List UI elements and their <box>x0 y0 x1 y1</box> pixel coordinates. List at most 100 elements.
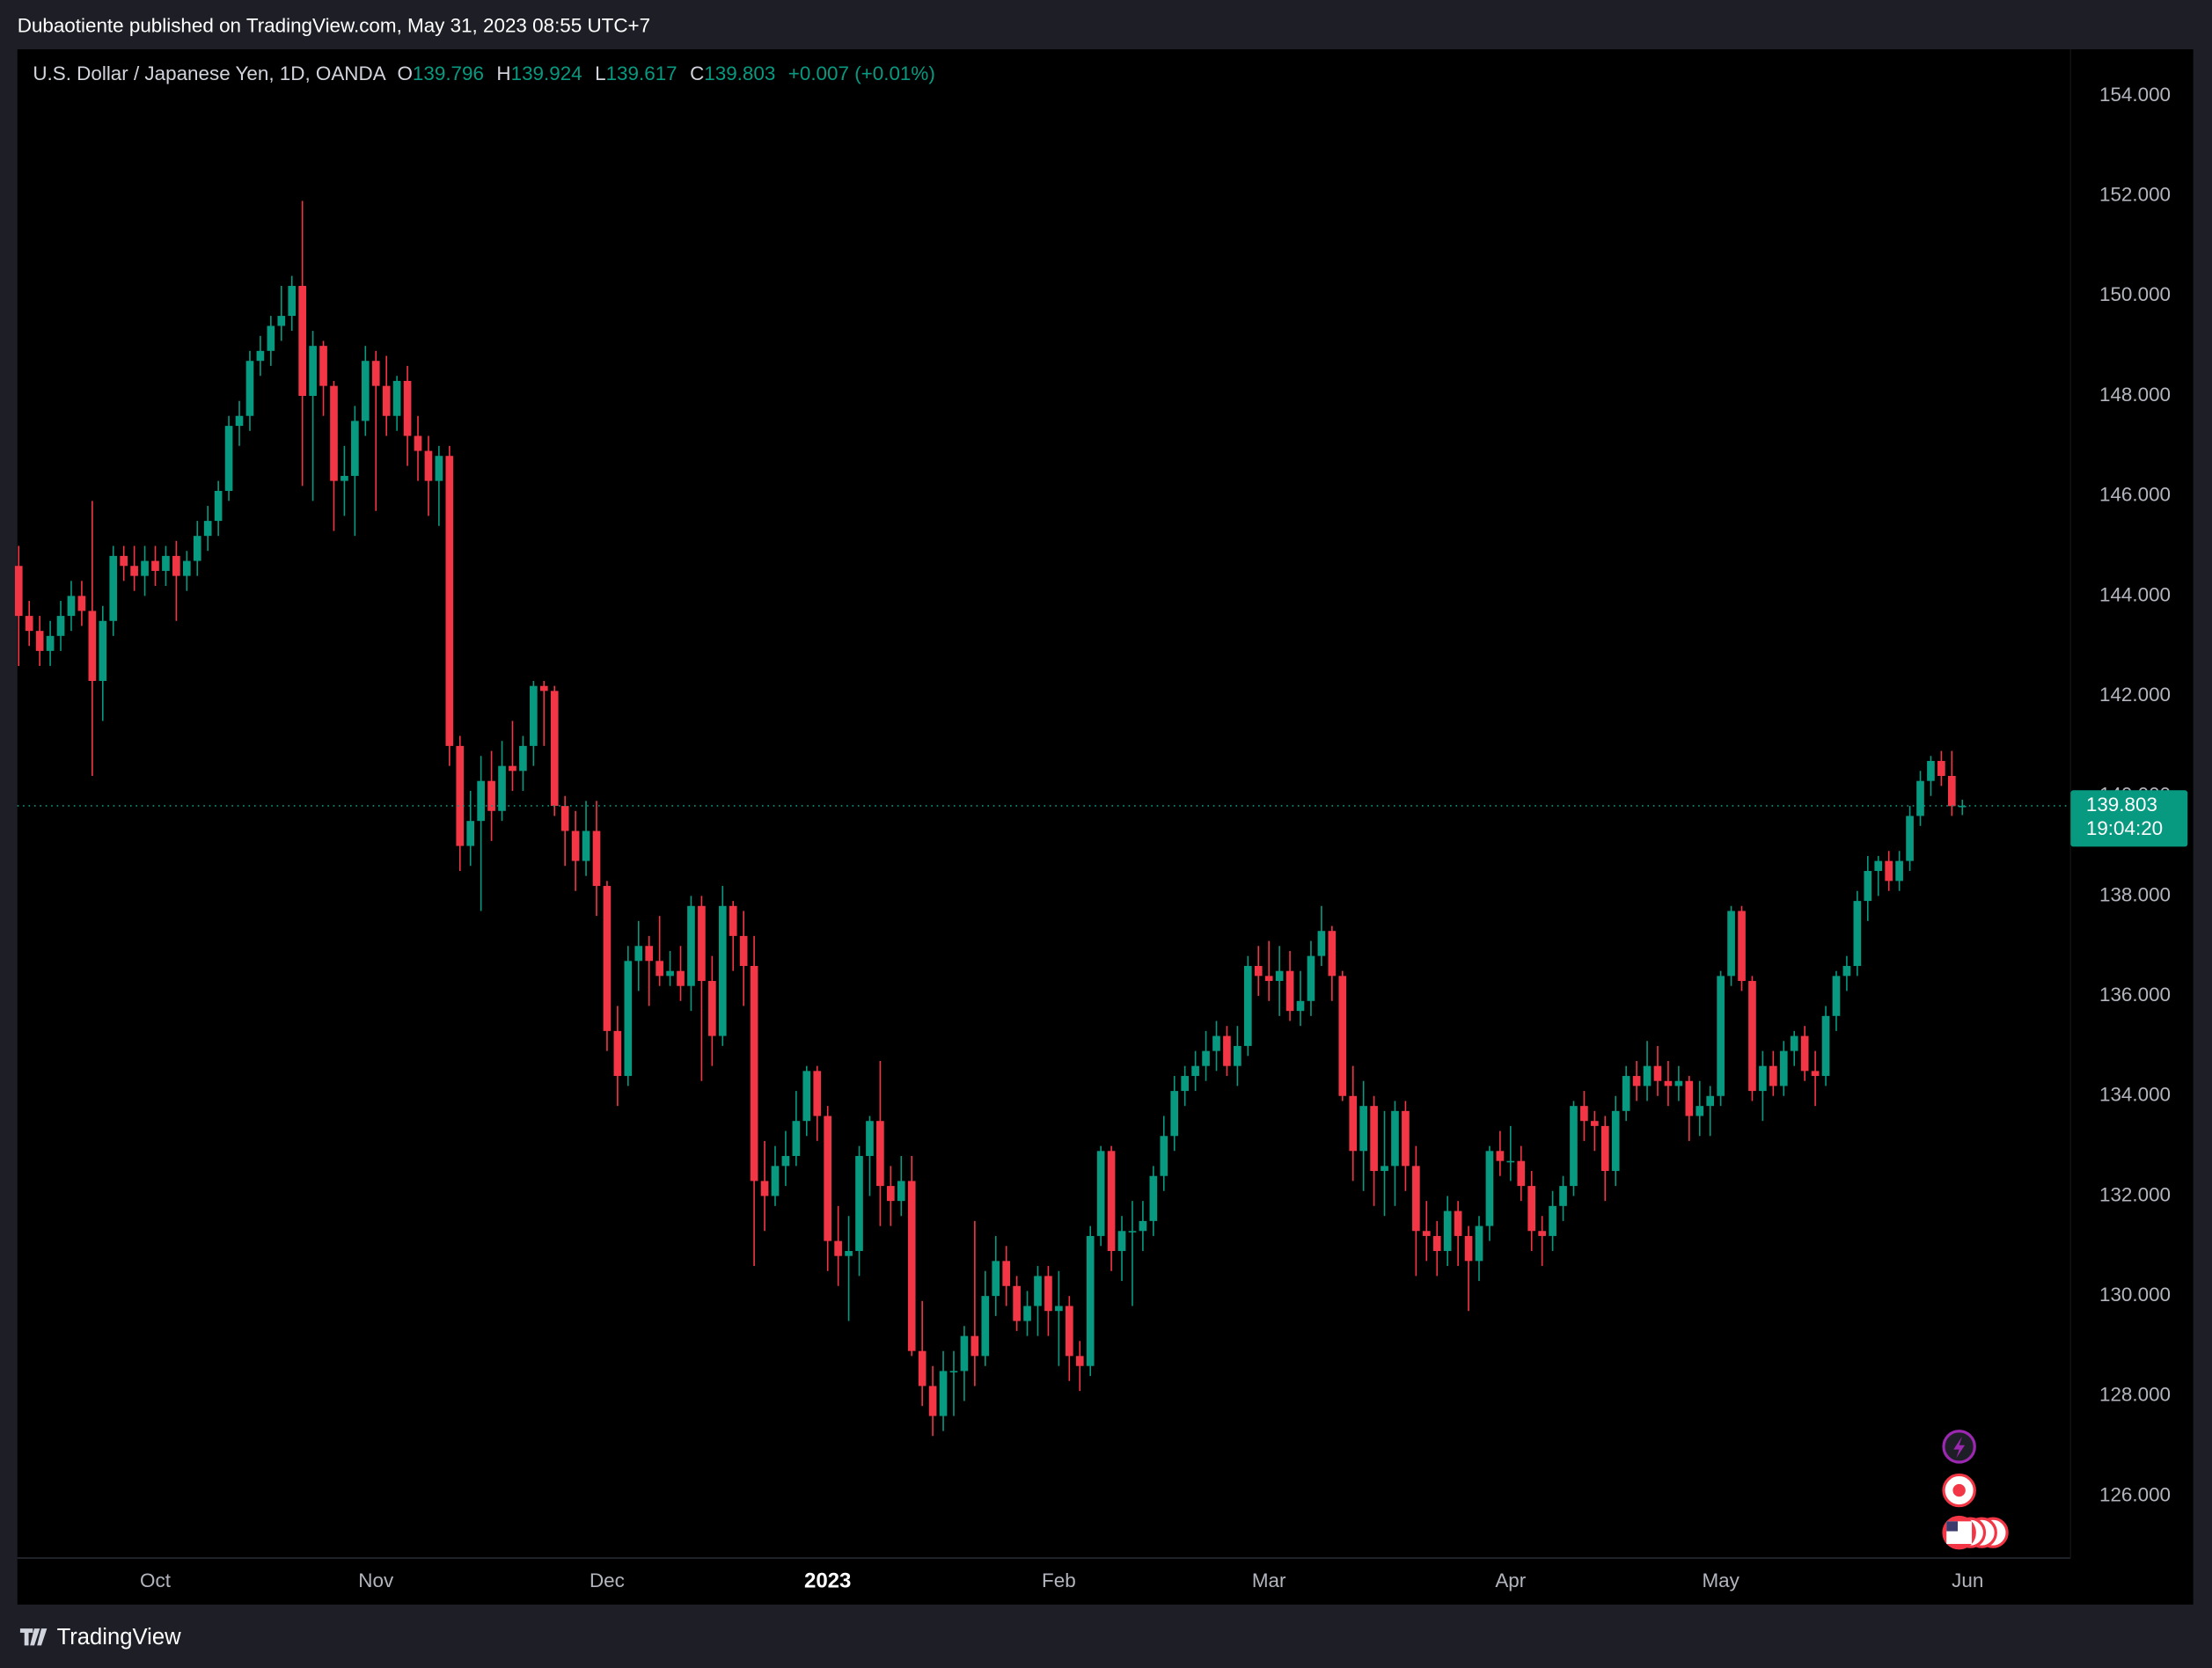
candle-body <box>1622 1076 1630 1111</box>
candle-body <box>414 435 422 451</box>
candle-body <box>571 830 580 861</box>
candle-body <box>151 560 159 571</box>
y-tick-label: 132.000 <box>2099 1183 2171 1205</box>
low-letter: L <box>595 62 605 84</box>
close-value: 139.803 <box>704 62 775 84</box>
candle-body <box>1485 1151 1494 1226</box>
candle-body <box>834 1240 842 1256</box>
candle-body <box>14 566 23 617</box>
candle-body <box>1464 1235 1473 1262</box>
candle-body <box>718 905 727 1036</box>
candle-body <box>1128 1231 1137 1233</box>
countdown: 19:04:20 <box>2086 817 2163 839</box>
candle-body <box>172 555 180 576</box>
candle-body <box>1696 1106 1704 1116</box>
candle-body <box>1307 955 1315 1001</box>
candle-body <box>550 691 559 807</box>
candle-body <box>1370 1106 1378 1172</box>
candle-body <box>466 821 475 846</box>
candle-body <box>1412 1166 1420 1232</box>
candle-body <box>1864 870 1872 902</box>
candle-body <box>1643 1065 1652 1086</box>
candle-body <box>1338 976 1347 1096</box>
y-tick-label: 138.000 <box>2099 883 2171 905</box>
low-value: 139.617 <box>606 62 678 84</box>
candle-body <box>1937 760 1945 776</box>
candle-body <box>949 1371 958 1373</box>
candle-body <box>824 1116 832 1241</box>
candle-body <box>245 361 254 416</box>
candle-body <box>392 380 401 416</box>
candle-body <box>267 326 275 351</box>
candle-body <box>1296 1000 1305 1012</box>
candle-body <box>739 935 748 966</box>
candle-body <box>645 946 654 962</box>
legend: U.S. Dollar / Japanese Yen, 1D, OANDA O13… <box>33 62 934 84</box>
candle-body <box>519 745 527 772</box>
candle-body <box>1317 931 1326 956</box>
candle-body <box>1821 1015 1830 1077</box>
candle-body <box>214 491 223 522</box>
candle-body <box>99 620 107 681</box>
candle-body <box>77 596 86 611</box>
candle-body <box>56 616 65 636</box>
candle-body <box>781 1155 790 1167</box>
candle-body <box>1443 1211 1452 1251</box>
y-tick-label: 130.000 <box>2099 1284 2171 1306</box>
candle-body <box>498 765 506 811</box>
candle-body <box>887 1186 895 1202</box>
candle-body <box>1034 1276 1042 1306</box>
candle-body <box>677 970 685 986</box>
y-tick-label: 146.000 <box>2099 484 2171 506</box>
candle-body <box>309 346 317 397</box>
candle-body <box>1769 1065 1777 1086</box>
candle-body <box>1895 860 1903 882</box>
candle-body <box>845 1250 853 1256</box>
candle-body <box>1285 970 1294 1012</box>
candle-body <box>435 456 443 481</box>
candle-body <box>1002 1261 1011 1286</box>
candle-body <box>1916 780 1924 816</box>
candle-body <box>1632 1076 1641 1086</box>
candle-body <box>1611 1110 1620 1172</box>
x-tick-label: Dec <box>590 1569 625 1591</box>
candle-body <box>1328 931 1337 977</box>
candle-body <box>1738 911 1746 982</box>
x-tick-label: Jun <box>1952 1569 1983 1591</box>
candle-body <box>1243 965 1252 1046</box>
candle-body <box>970 1335 979 1357</box>
candle-body <box>109 555 118 621</box>
candle-body <box>256 350 265 362</box>
candle-body <box>371 361 380 386</box>
open-value: 139.796 <box>413 62 484 84</box>
candle-body <box>1086 1235 1095 1366</box>
candle-body <box>1496 1151 1505 1161</box>
publish-info: Dubaotiente published on TradingView.com… <box>18 14 650 36</box>
candle-body <box>1853 901 1862 966</box>
candle-body <box>592 830 601 887</box>
candle-body <box>1748 981 1756 1092</box>
x-tick-label: Apr <box>1495 1569 1526 1591</box>
candle-body <box>992 1261 1000 1297</box>
y-tick-label: 154.000 <box>2099 84 2171 106</box>
candle-body <box>928 1386 937 1416</box>
candle-body <box>298 285 306 397</box>
event-icon-bolt <box>1953 1437 1966 1459</box>
y-tick-label: 134.000 <box>2099 1084 2171 1106</box>
candle-body <box>1580 1106 1588 1122</box>
candle-body <box>1717 976 1725 1096</box>
candle-body <box>698 905 706 982</box>
candle-body <box>1149 1175 1158 1221</box>
candle-body <box>603 886 612 1031</box>
candle-body <box>624 961 633 1077</box>
candle-body <box>277 316 286 326</box>
candle-body <box>907 1181 916 1351</box>
candle-body <box>1664 1080 1673 1086</box>
candle-body <box>939 1371 948 1416</box>
event-icon-dot <box>1952 1483 1966 1497</box>
candle-body <box>1927 760 1935 781</box>
price-tag-label: 139.803 <box>2086 794 2157 816</box>
candle-body <box>656 961 663 977</box>
